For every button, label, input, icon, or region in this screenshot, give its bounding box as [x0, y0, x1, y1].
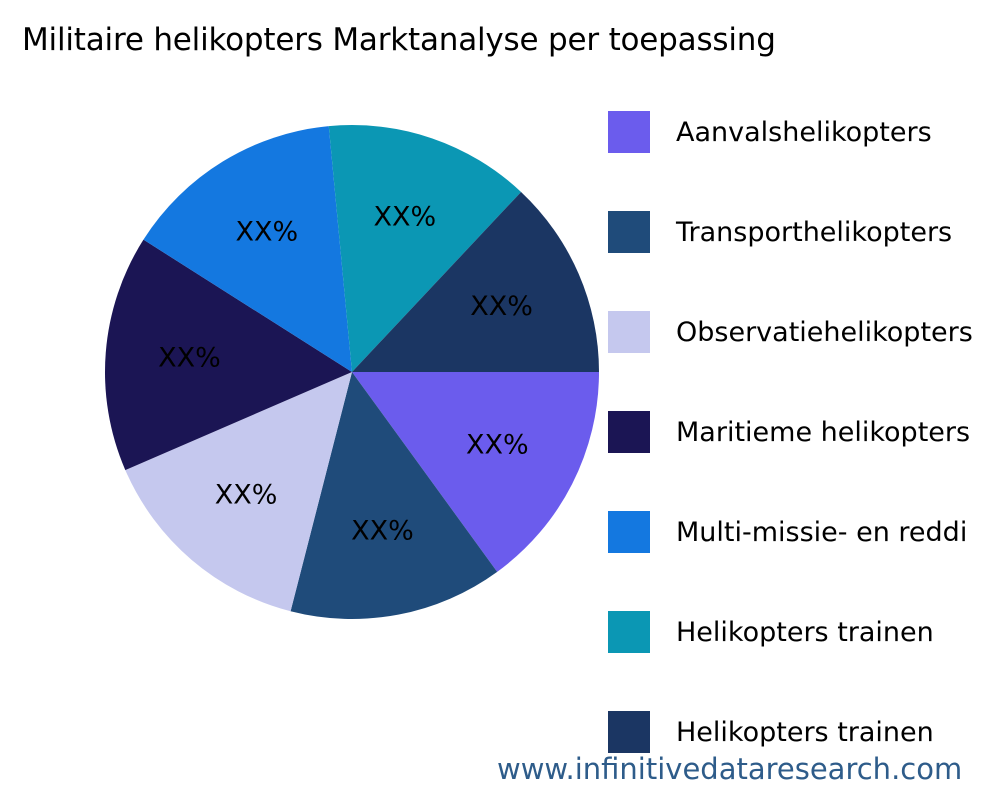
legend-color-swatch — [608, 411, 650, 453]
legend-item-label: Observatiehelikopters — [676, 316, 973, 348]
legend-item[interactable]: Helikopters trainen — [608, 610, 934, 654]
pie-slice[interactable] — [328, 125, 522, 372]
legend-item-label: Multi-missie- en reddi — [676, 516, 968, 548]
legend-color-swatch — [608, 311, 650, 353]
pie-slice[interactable] — [352, 372, 599, 572]
pie-slice-label: XX% — [466, 430, 529, 461]
pie-slice[interactable] — [104, 239, 352, 471]
legend-item-label: Transporthelikopters — [676, 216, 953, 248]
pie-slice-label: XX% — [470, 291, 533, 322]
pie-chart-area: XX% XX% XX% XX% XX% XX% XX% — [104, 125, 599, 620]
pie-slice[interactable] — [290, 372, 498, 620]
watermark-url: www.infinitivedataresearch.com — [497, 752, 963, 786]
legend-color-swatch — [608, 111, 650, 153]
legend-item-label: Maritieme helikopters — [676, 416, 971, 448]
pie-chart-svg: XX% XX% XX% XX% XX% XX% XX% — [104, 125, 599, 620]
pie-slice[interactable] — [143, 126, 352, 372]
pie-slice-label: XX% — [373, 201, 436, 232]
legend-item[interactable]: Transporthelikopters — [608, 210, 952, 254]
legend-item-label: Aanvalshelikopters — [676, 116, 932, 148]
legend-item[interactable]: Observatiehelikopters — [608, 310, 973, 354]
pie-slice-label: XX% — [158, 343, 221, 374]
legend-color-swatch — [608, 711, 650, 753]
pie-slice-labels-group: XX% XX% XX% XX% XX% XX% XX% — [158, 201, 533, 546]
pie-slice[interactable] — [125, 372, 352, 612]
pie-slice[interactable] — [352, 191, 599, 372]
legend-item[interactable]: Maritieme helikopters — [608, 410, 970, 454]
legend-item[interactable]: Aanvalshelikopters — [608, 110, 932, 154]
pie-slice-label: XX% — [235, 217, 298, 248]
pie-slices-group — [104, 125, 599, 620]
legend-item-label: Helikopters trainen — [676, 616, 934, 648]
page-title: Militaire helikopters Marktanalyse per t… — [22, 22, 776, 58]
legend-color-swatch — [608, 611, 650, 653]
legend-item[interactable]: Helikopters trainen — [608, 710, 934, 754]
pie-slice-label: XX% — [215, 480, 278, 511]
legend-item-label: Helikopters trainen — [676, 716, 934, 748]
legend-item[interactable]: Multi-missie- en reddi — [608, 510, 967, 554]
legend-color-swatch — [608, 511, 650, 553]
pie-slice-label: XX% — [351, 516, 414, 547]
legend-color-swatch — [608, 211, 650, 253]
